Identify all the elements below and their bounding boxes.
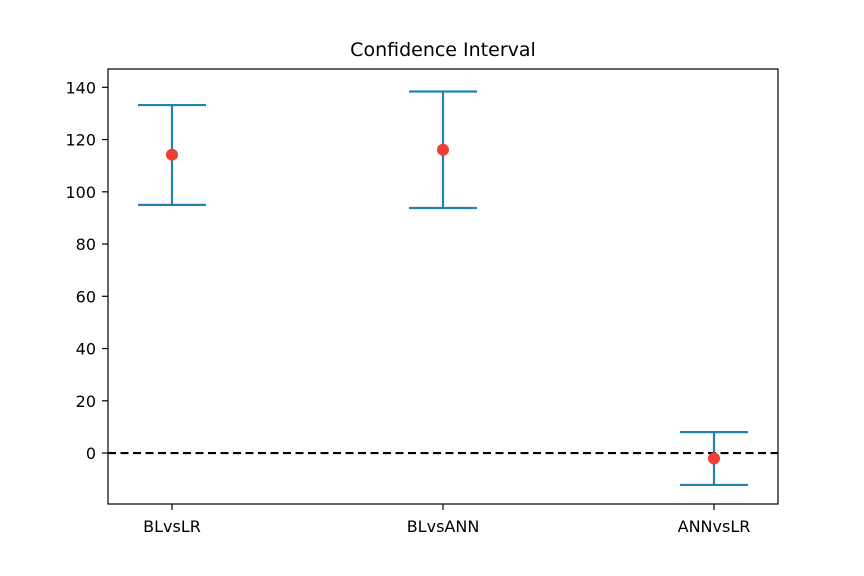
mean-point (166, 148, 178, 161)
x-tick-label: ANNvsLR (678, 517, 751, 536)
y-tick-label: 140 (65, 78, 96, 97)
y-tick-label: 80 (76, 235, 96, 254)
y-tick-label: 100 (65, 183, 96, 202)
chart-title: Confidence Interval (350, 39, 536, 61)
y-tick-label: 40 (76, 340, 96, 359)
y-tick-label: 20 (76, 392, 96, 411)
y-tick-label: 0 (86, 444, 96, 463)
y-tick-label: 120 (65, 131, 96, 150)
mean-point (708, 452, 720, 465)
point-series (166, 143, 720, 465)
mean-point (437, 143, 449, 156)
y-axis: 0 20 40 60 80 100 120 140 (65, 78, 108, 463)
plot-frame (107, 68, 779, 505)
x-axis: BLvsLR BLvsANN ANNvsLR (143, 504, 750, 536)
x-tick-label: BLvsANN (407, 517, 480, 536)
x-tick-label: BLvsLR (143, 517, 201, 536)
y-tick-label: 60 (76, 287, 96, 306)
